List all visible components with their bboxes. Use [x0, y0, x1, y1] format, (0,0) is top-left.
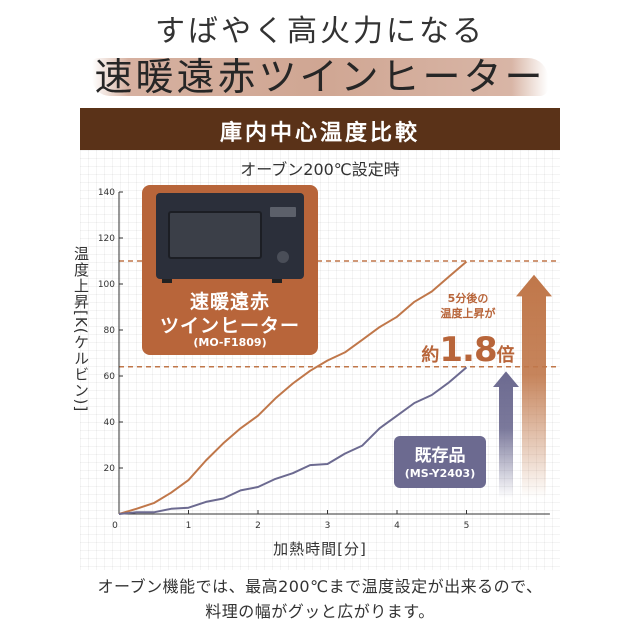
brush-stroke-highlight	[92, 58, 548, 96]
headline-line-1: すばやく高火力になる	[155, 14, 485, 49]
y-tick-label: 140	[98, 188, 115, 198]
oven-foot	[162, 279, 172, 283]
x-tick-label: 5	[464, 521, 470, 531]
condition-text: オーブン200℃設定時	[240, 160, 400, 179]
oven-window	[168, 211, 262, 259]
callout-value: 1.8	[439, 330, 497, 370]
oven-display-panel	[270, 207, 296, 217]
chart-axes	[118, 192, 550, 515]
callout-line-1: 5分後の	[447, 292, 489, 305]
existing-product-name: 既存品	[414, 446, 466, 466]
x-tick-label: 3	[325, 521, 331, 531]
section-header-bar: 庫内中心温度比較	[80, 108, 560, 150]
chart-ticks: 20 40 60 80 100 120 140 0 1 2 3 4 5	[98, 188, 470, 531]
new-product-name-line-1: 速暖遠赤	[189, 291, 270, 313]
y-tick-label: 80	[104, 326, 116, 336]
x-axis-label: 加熱時間[分]	[273, 540, 367, 558]
callout-line-2: 温度上昇が	[440, 307, 496, 320]
new-product-model: (MO-F1809)	[193, 336, 267, 349]
caption-line-1: オーブン機能では、最高200℃まで温度設定が出来るので、	[97, 577, 543, 596]
x-tick-label: 2	[255, 521, 261, 531]
comparison-arrows	[493, 274, 552, 498]
y-tick-label: 60	[104, 372, 116, 382]
oven-dial-icon	[277, 251, 289, 263]
y-tick-label: 20	[104, 464, 116, 474]
y-tick-label: 100	[98, 280, 115, 290]
y-tick-label: 120	[98, 234, 115, 244]
existing-product-model: (MS-Y2403)	[404, 467, 476, 480]
oven-image	[156, 193, 304, 279]
x-tick-label: 0	[112, 521, 118, 531]
callout-suffix: 倍	[496, 345, 515, 366]
caption-line-2: 料理の幅がグッと広がります。	[205, 602, 435, 621]
callout-ratio: 約1.8倍	[398, 330, 538, 370]
y-tick-label: 40	[104, 418, 116, 428]
new-product-label: 速暖遠赤 ツインヒーター (MO-F1809)	[142, 185, 318, 355]
arrow-up-icon	[516, 274, 552, 498]
series-line-new	[118, 260, 468, 515]
callout-prefix: 約	[421, 345, 440, 366]
chart-series	[118, 260, 468, 515]
headline-line-2: 速暖遠赤ツインヒーター	[94, 55, 546, 99]
series-line-existing	[118, 366, 468, 515]
oven-foot	[272, 279, 282, 283]
y-axis-label: 温度上昇[K(ケルビン)]	[72, 246, 90, 413]
arrow-up-icon	[493, 371, 519, 498]
existing-product-label: 既存品 (MS-Y2403)	[394, 436, 486, 488]
new-product-name-line-2: ツインヒーター	[159, 315, 300, 337]
x-tick-label: 1	[186, 521, 192, 531]
x-tick-label: 4	[394, 521, 400, 531]
section-title: 庫内中心温度比較	[219, 121, 420, 146]
